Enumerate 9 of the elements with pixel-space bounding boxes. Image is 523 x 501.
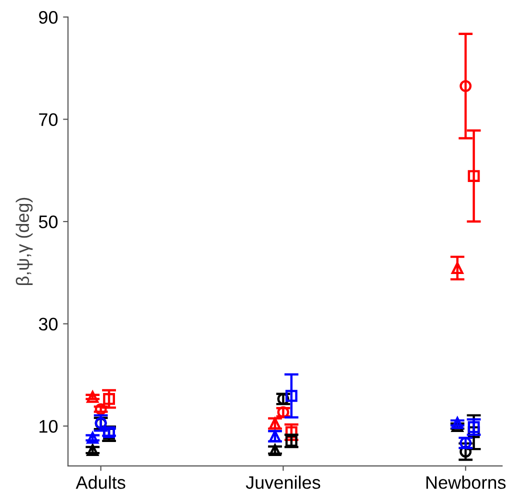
y-axis-title: β,ψ,γ (deg) xyxy=(16,198,33,285)
y-tick-label: 90 xyxy=(39,10,58,24)
x-tick-label: Newborns xyxy=(426,476,506,489)
y-tick-label: 70 xyxy=(39,113,58,126)
x-tick-label: Adults xyxy=(76,476,126,489)
x-tick-label: Juveniles xyxy=(246,476,320,489)
y-tick-label: 10 xyxy=(40,420,58,433)
y-tick-label: 30 xyxy=(38,318,58,331)
y-tick-label: 50 xyxy=(38,215,58,228)
